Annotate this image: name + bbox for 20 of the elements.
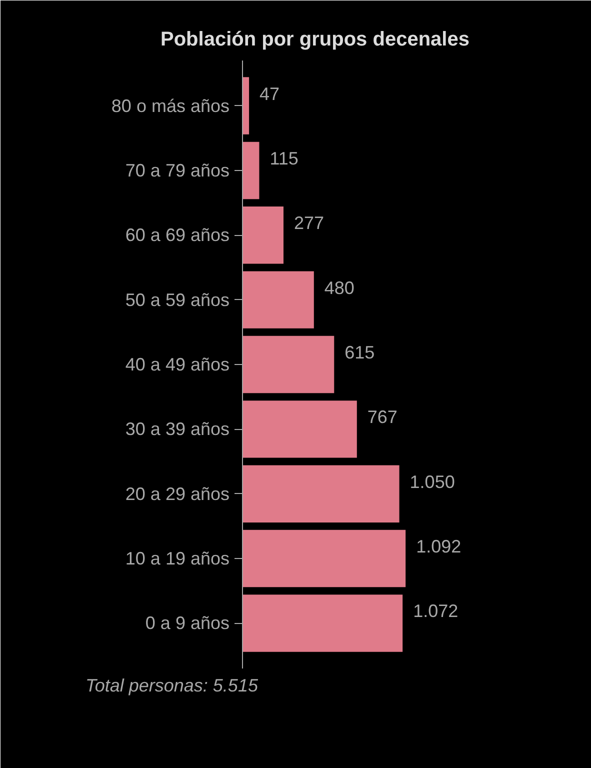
data-label: 1.092 bbox=[416, 536, 462, 557]
data-label: 480 bbox=[324, 278, 354, 298]
y-tick-label: 30 a 39 años bbox=[125, 419, 230, 440]
text: Total personas: 5.515 bbox=[86, 676, 259, 696]
data-label: 47 bbox=[260, 84, 280, 104]
y-tick-label: 20 a 29 años bbox=[125, 484, 230, 504]
y-tick-label: 10 a 19 años bbox=[125, 548, 230, 569]
data-label: 767 bbox=[367, 407, 398, 428]
data-label: 277 bbox=[294, 213, 324, 234]
y-tick-label: 80 o más años bbox=[111, 96, 230, 116]
y-tick-label: 40 a 49 años bbox=[125, 354, 230, 374]
y-tick-label: 50 a 59 años bbox=[125, 290, 230, 310]
chart-title: Población por grupos decenales bbox=[160, 28, 470, 50]
data-label: 1.072 bbox=[413, 601, 458, 622]
y-tick-label: 60 a 69 años bbox=[125, 225, 230, 246]
y-tick-label: 70 a 79 años bbox=[125, 160, 230, 180]
data-label: 1.050 bbox=[410, 472, 455, 492]
y-tick-label: 0 a 9 años bbox=[145, 613, 230, 634]
data-label: 615 bbox=[344, 342, 375, 362]
data-label: 115 bbox=[270, 148, 298, 168]
